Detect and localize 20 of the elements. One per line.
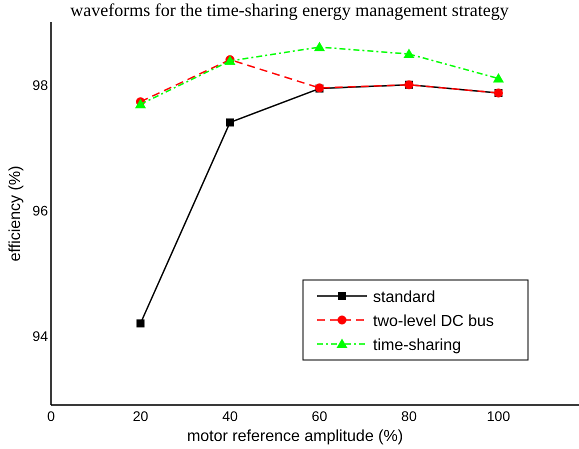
legend-label: standard (373, 289, 436, 306)
x-axis-title: motor reference amplitude (%) (186, 428, 404, 445)
x-tick-label: 60 (312, 408, 328, 424)
point (314, 42, 325, 52)
point (492, 73, 504, 83)
x-tick-label: 100 (486, 408, 510, 424)
y-tick-label: 96 (32, 202, 48, 218)
y-tick-label: 98 (32, 76, 48, 93)
x-tick-label: 0 (47, 408, 56, 424)
point (403, 48, 414, 58)
legend-label: time-sharing (373, 337, 462, 354)
y-axis-title: efficiency (%) (7, 166, 24, 262)
y-tick-label: 94 (32, 328, 48, 344)
point (226, 118, 234, 126)
x-tick-label: 20 (132, 408, 148, 424)
text: waveforms for the time-sharing energy management strategy (70, 0, 509, 20)
point (136, 319, 144, 328)
legend-label: two-level DC bus (373, 313, 494, 330)
x-tick-label: 80 (401, 408, 417, 424)
x-tick-label: 40 (222, 408, 238, 424)
